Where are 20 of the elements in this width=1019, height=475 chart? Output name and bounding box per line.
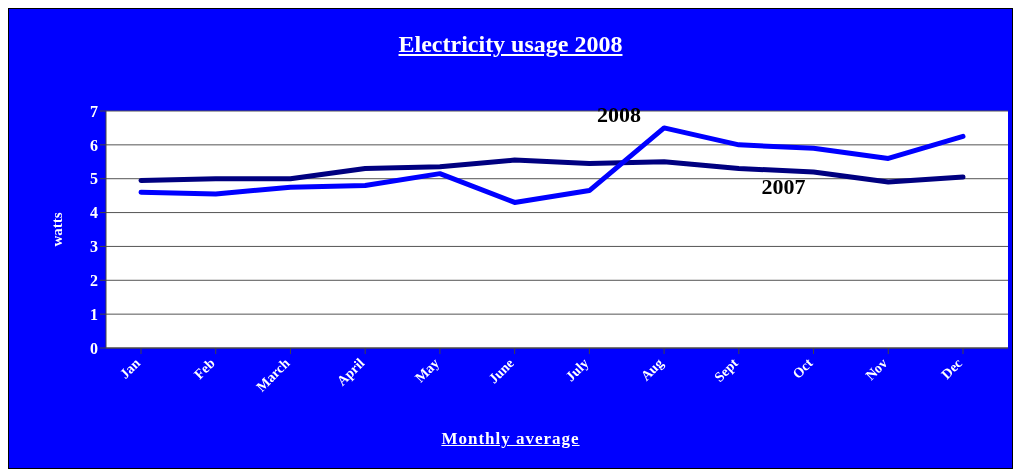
x-tick-label: Dec [938, 355, 966, 383]
y-tick-label: 3 [90, 238, 98, 256]
x-tick-label: Oct [789, 355, 816, 382]
y-tick-label: 2 [90, 271, 98, 289]
x-tick-label: July [562, 355, 592, 385]
y-tick-label: 1 [90, 305, 98, 323]
y-tick-label: 6 [90, 136, 98, 154]
series-label: 2007 [761, 173, 806, 199]
x-tick-label: Feb [191, 355, 218, 383]
x-tick-label: Sept [711, 355, 742, 385]
chart-title: Electricity usage 2008 [397, 31, 624, 58]
y-tick-label: 4 [90, 204, 98, 222]
y-axis-title: watts [49, 212, 66, 247]
x-tick-label: Nov [862, 355, 891, 384]
x-tick-label: Aug [637, 355, 667, 384]
x-axis-title: Monthly average [440, 429, 581, 449]
y-tick-label: 7 [90, 102, 98, 120]
y-tick-label: 0 [90, 339, 98, 357]
x-tick-label: Jan [117, 355, 144, 382]
y-tick-label: 5 [90, 170, 98, 188]
